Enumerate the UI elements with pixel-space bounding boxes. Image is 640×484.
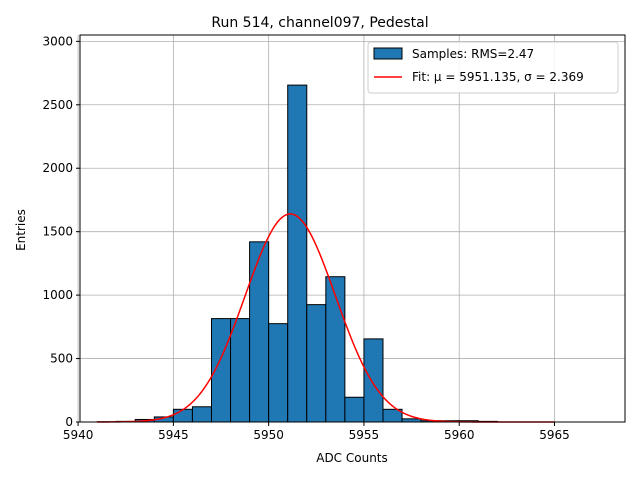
y-tick-label: 2000 xyxy=(42,161,73,175)
legend-fit-label: Fit: μ = 5951.135, σ = 2.369 xyxy=(412,70,584,84)
chart-title: Run 514, channel097, Pedestal xyxy=(211,15,428,31)
x-axis-label: ADC Counts xyxy=(316,451,388,465)
legend-samples-label: Samples: RMS=2.47 xyxy=(412,47,534,61)
histogram-bar xyxy=(288,85,307,422)
x-tick-label: 5945 xyxy=(158,428,189,442)
y-tick-label: 500 xyxy=(50,352,73,366)
histogram-bar xyxy=(345,397,364,422)
histogram-bar xyxy=(192,407,211,422)
histogram-bar xyxy=(231,319,250,422)
histogram-bar xyxy=(173,409,192,422)
legend-samples-swatch xyxy=(374,48,402,59)
histogram-bar xyxy=(269,324,288,422)
histogram-bar xyxy=(364,339,383,422)
histogram-bar xyxy=(326,277,345,422)
x-tick-label: 5955 xyxy=(349,428,380,442)
x-tick-label: 5960 xyxy=(444,428,475,442)
y-axis-label: Entries xyxy=(14,209,28,251)
x-tick-label: 5965 xyxy=(539,428,570,442)
y-tick-label: 3000 xyxy=(42,34,73,48)
x-tick-label: 5940 xyxy=(63,428,94,442)
y-tick-label: 1500 xyxy=(42,225,73,239)
x-tick-label: 5950 xyxy=(253,428,284,442)
y-tick-label: 1000 xyxy=(42,288,73,302)
histogram-bar xyxy=(307,305,326,422)
histogram-bar xyxy=(250,242,269,422)
legend: Samples: RMS=2.47 Fit: μ = 5951.135, σ =… xyxy=(368,42,618,93)
y-tick-label: 2500 xyxy=(42,98,73,112)
y-tick-label: 0 xyxy=(65,415,73,429)
